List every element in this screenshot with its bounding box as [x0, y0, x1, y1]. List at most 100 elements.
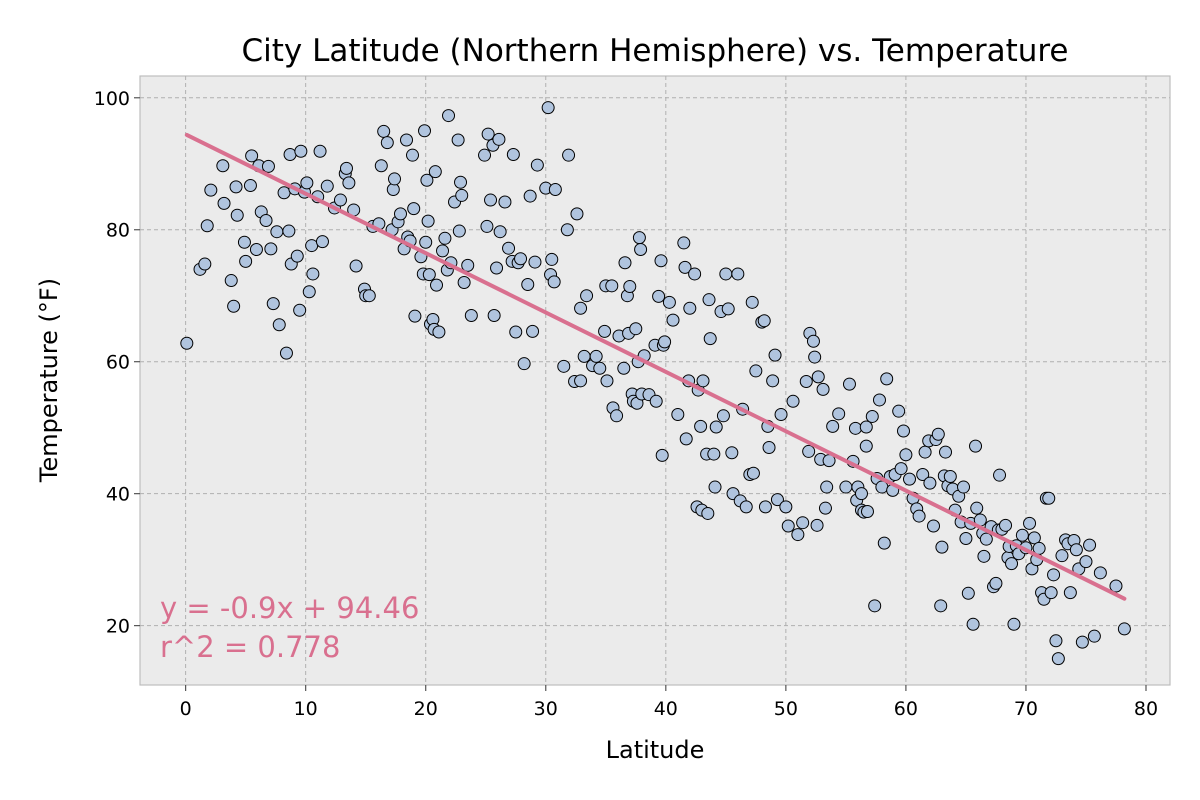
data-point [623, 279, 637, 293]
data-point [266, 297, 280, 311]
data-point [678, 260, 692, 274]
data-point [526, 324, 540, 338]
data-point [1075, 635, 1089, 649]
data-point [224, 274, 238, 288]
data-point [977, 549, 991, 563]
data-point [739, 500, 753, 514]
r-squared-label: r^2 = 0.778 [160, 630, 340, 664]
data-point [562, 148, 576, 162]
data-point [290, 249, 304, 263]
x-tick-label: 40 [654, 698, 678, 720]
data-point [216, 159, 230, 173]
data-point [277, 186, 291, 200]
data-point [927, 519, 941, 533]
data-point [786, 394, 800, 408]
x-tick-label: 10 [294, 698, 318, 720]
data-point [451, 133, 465, 147]
x-tick-label: 20 [414, 698, 438, 720]
data-point [1079, 555, 1093, 569]
data-point [839, 480, 853, 494]
data-point [342, 176, 356, 190]
data-point [580, 289, 594, 303]
data-point [407, 202, 421, 216]
data-point [487, 309, 501, 323]
data-point [617, 361, 631, 375]
data-point [694, 419, 708, 433]
data-point [306, 267, 320, 281]
data-point [598, 324, 612, 338]
data-point [652, 289, 666, 303]
x-tick-label: 30 [534, 698, 558, 720]
data-point [481, 127, 495, 141]
data-point [547, 275, 561, 289]
data-point [999, 518, 1013, 532]
data-point [283, 148, 297, 162]
data-point [493, 225, 507, 239]
data-point [1087, 629, 1101, 643]
data-point [442, 109, 456, 123]
data-point [762, 440, 776, 454]
data-point [200, 219, 214, 233]
data-point [452, 224, 466, 238]
data-point [349, 259, 363, 273]
data-point [758, 500, 772, 514]
data-point [745, 295, 759, 309]
data-point [649, 394, 663, 408]
data-point [880, 372, 894, 386]
data-point [509, 325, 523, 339]
data-point [374, 159, 388, 173]
data-point [749, 364, 763, 378]
data-point [859, 439, 873, 453]
data-point [939, 445, 953, 459]
data-point [302, 285, 316, 299]
y-tick-label: 100 [94, 88, 130, 110]
data-point [701, 506, 715, 520]
data-point [799, 374, 813, 388]
data-point [528, 255, 542, 269]
data-point [514, 252, 528, 266]
data-point [979, 532, 993, 546]
data-point [438, 231, 452, 245]
y-axis-label: Temperature (°F) [35, 278, 63, 483]
data-point [820, 480, 834, 494]
data-point [868, 599, 882, 613]
data-point [957, 480, 971, 494]
data-point [406, 148, 420, 162]
data-point [899, 448, 913, 462]
data-point [943, 470, 957, 484]
grid [140, 76, 1170, 685]
data-point [811, 370, 825, 384]
data-point [766, 374, 780, 388]
data-point [461, 258, 475, 272]
data-point [993, 468, 1007, 482]
data-point [293, 303, 307, 317]
data-point [1055, 549, 1069, 563]
data-point [380, 136, 394, 150]
data-point [492, 132, 506, 146]
data-point [282, 224, 296, 238]
data-point [935, 540, 949, 554]
data-point [545, 252, 559, 266]
data-point [688, 267, 702, 281]
data-point [237, 235, 251, 249]
data-point [632, 231, 646, 245]
data-point [894, 462, 908, 476]
data-point [854, 487, 868, 501]
data-point [454, 175, 468, 189]
chart-title: City Latitude (Northern Hemisphere) vs. … [241, 33, 1068, 69]
data-point [1015, 528, 1029, 542]
data-point [1117, 622, 1131, 636]
data-point [455, 188, 469, 202]
data-point [696, 374, 710, 388]
data-point [654, 254, 668, 268]
data-point [430, 278, 444, 292]
data-point [860, 504, 874, 518]
data-point [432, 325, 446, 339]
data-point [1027, 531, 1041, 545]
data-point [934, 599, 948, 613]
data-point [418, 124, 432, 138]
data-point [791, 528, 805, 542]
y-tick-label: 60 [106, 352, 130, 374]
data-point [969, 439, 983, 453]
data-point [1063, 586, 1077, 600]
